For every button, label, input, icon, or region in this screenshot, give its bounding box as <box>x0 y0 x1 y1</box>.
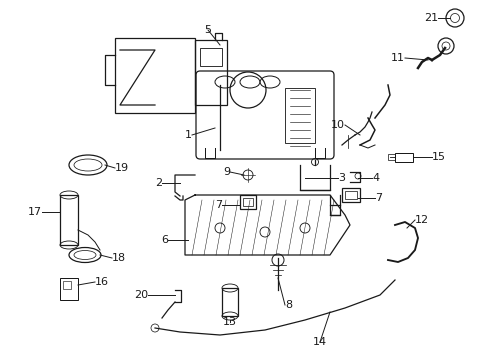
Text: 3: 3 <box>337 173 345 183</box>
Bar <box>243 198 252 206</box>
Text: 10: 10 <box>330 120 345 130</box>
Text: 15: 15 <box>431 152 445 162</box>
Bar <box>387 154 394 160</box>
Bar <box>63 281 71 289</box>
Bar <box>394 153 412 162</box>
Text: 5: 5 <box>204 25 211 35</box>
Bar <box>341 188 359 202</box>
Text: 14: 14 <box>312 337 326 347</box>
Text: 20: 20 <box>134 290 148 300</box>
Text: 16: 16 <box>95 277 109 287</box>
Bar <box>222 288 238 316</box>
Text: 18: 18 <box>112 253 126 263</box>
Text: 7: 7 <box>374 193 381 203</box>
Text: 8: 8 <box>285 300 291 310</box>
Bar <box>60 278 78 300</box>
Text: 4: 4 <box>371 173 378 183</box>
Bar <box>240 195 256 209</box>
Text: 19: 19 <box>115 163 129 173</box>
Text: 11: 11 <box>390 53 404 63</box>
Bar <box>195 40 226 105</box>
Text: 17: 17 <box>28 207 42 217</box>
Text: 6: 6 <box>161 235 168 245</box>
Bar <box>200 48 222 66</box>
Text: 21: 21 <box>423 13 437 23</box>
Text: 1: 1 <box>184 130 192 140</box>
Bar <box>115 38 195 113</box>
Text: 7: 7 <box>214 200 222 210</box>
Text: 13: 13 <box>223 317 237 327</box>
Bar <box>345 191 356 199</box>
Text: 2: 2 <box>155 178 162 188</box>
Bar <box>60 195 78 245</box>
Text: 12: 12 <box>414 215 428 225</box>
Bar <box>285 88 314 143</box>
Text: 9: 9 <box>223 167 229 177</box>
